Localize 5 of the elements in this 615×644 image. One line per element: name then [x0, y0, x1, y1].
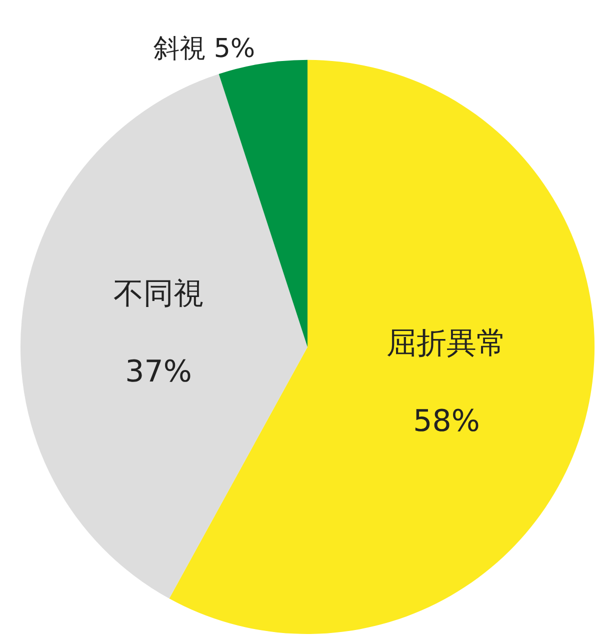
- data-label: 37%: [125, 354, 192, 390]
- data-label: 58%: [413, 404, 480, 440]
- slice-label: 屈折異常: [386, 326, 507, 362]
- slice-label: 斜視 5%: [154, 34, 256, 64]
- slice-label: 不同視: [113, 276, 204, 312]
